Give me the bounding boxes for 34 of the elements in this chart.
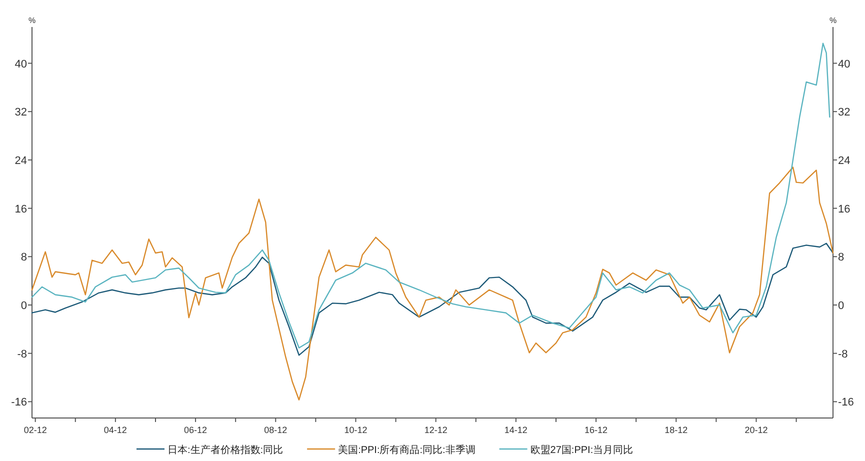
x-tick-label: 12-12 <box>424 425 448 435</box>
y-tick-label: 40 <box>14 58 27 70</box>
x-tick-label: 10-12 <box>344 425 368 435</box>
x-tick-label: 18-12 <box>664 425 688 435</box>
x-tick-label: 14-12 <box>504 425 528 435</box>
legend-label: 欧盟27国:PPI:当月同比 <box>530 444 634 456</box>
y-tick-label: 0 <box>20 300 27 312</box>
y-tick-label: -8 <box>17 348 27 360</box>
line-series <box>31 242 834 356</box>
y-tick-label: 24 <box>14 154 27 167</box>
line-series <box>31 42 830 348</box>
y-axis-title: % <box>28 16 36 25</box>
line-series <box>31 166 834 400</box>
y2-tick-label: 8 <box>838 252 844 264</box>
y-tick-label: 32 <box>14 106 27 119</box>
y-tick-label: 8 <box>20 252 27 264</box>
y2-tick-label: 40 <box>838 58 850 70</box>
legend-label: 日本:生产者价格指数:同比 <box>168 444 284 456</box>
y2-tick-label: 16 <box>838 203 850 216</box>
y2-tick-label: 0 <box>838 300 844 312</box>
x-tick-label: 02-12 <box>24 425 47 435</box>
legend-label: 美国:PPI:所有商品:同比:非季调 <box>338 444 476 456</box>
y2-tick-label: 24 <box>838 154 850 167</box>
y-tick-label: 16 <box>14 203 27 216</box>
x-tick-label: 20-12 <box>744 425 768 435</box>
y-tick-label: -16 <box>11 396 27 409</box>
x-tick-label: 04-12 <box>104 425 127 435</box>
y2-tick-label: -16 <box>838 396 854 409</box>
y2-tick-label: 32 <box>838 106 850 119</box>
x-tick-label: 08-12 <box>264 425 288 435</box>
y2-tick-label: -8 <box>838 348 848 360</box>
x-tick-label: 06-12 <box>184 425 208 435</box>
x-tick-label: 16-12 <box>584 425 608 435</box>
y2-axis-title: % <box>829 16 837 25</box>
